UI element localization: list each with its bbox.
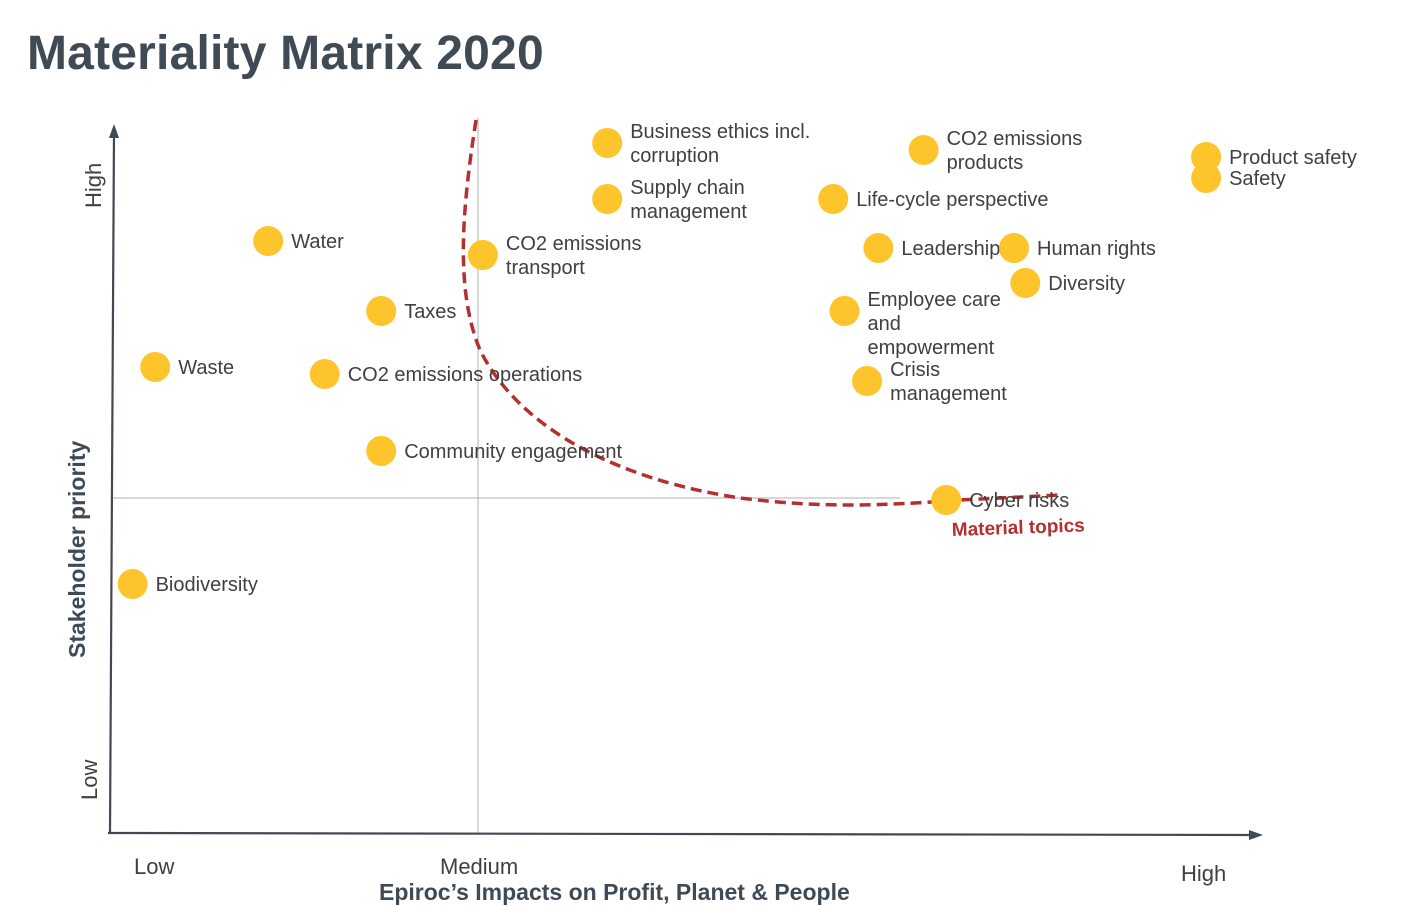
label-leadership: Leadership [901,238,1000,260]
point-biodiversity [117,569,148,599]
page-title: Materiality Matrix 2020 [27,27,544,80]
point-crisis-management [852,366,883,396]
label-business-ethics-incl-corruption: Business ethics incl. corruption [630,121,810,167]
label-crisis-management: Crisis management [890,359,1007,405]
point-diversity [1010,268,1041,298]
label-waste: Waste [178,357,234,379]
label-co2-emissions-operations: CO2 emissions operations [348,364,583,386]
material-topics-curve [461,119,1061,507]
x-tick-medium: Medium [440,854,518,879]
label-diversity: Diversity [1048,273,1125,295]
material-topics-label: Material topics [951,515,1085,541]
label-biodiversity: Biodiversity [156,574,258,596]
point-human-rights [999,233,1029,263]
point-co2-emissions-transport [467,240,498,270]
y-axis [108,131,116,835]
label-human-rights: Human rights [1037,238,1156,260]
x-axis-arrow [1249,830,1263,840]
label-life-cycle-perspective: Life-cycle perspective [856,189,1048,211]
point-taxes [366,296,397,326]
point-waste [140,352,171,382]
x-tick-low: Low [134,854,174,879]
x-axis [107,831,1255,837]
point-co2-emissions-operations [309,359,340,389]
point-supply-chain-management [592,184,623,214]
point-business-ethics-incl-corruption [592,128,623,158]
data-points-layer: Business ethics incl. corruption Supply ch… [117,121,1357,599]
label-community-engagement: Community engagement [404,441,622,463]
label-co2-emissions-transport: CO2 emissions transport [506,233,642,279]
point-co2-emissions-products [908,135,939,165]
y-tick-low: Low [77,760,102,800]
label-employee-care-and-empowerment: Employee care and empowerment [868,289,1001,359]
label-supply-chain-management: Supply chain management [630,177,747,223]
label-product-safety: Product safety [1229,147,1357,169]
x-axis-title: Epiroc’s Impacts on Profit, Planet & Peo… [379,879,850,905]
label-cyber-risks: Cyber risks [969,490,1069,512]
y-tick-high: High [81,163,106,208]
point-water [253,226,284,256]
x-tick-high: High [1181,861,1226,886]
label-taxes: Taxes [404,301,456,323]
point-life-cycle-perspective [818,184,849,214]
label-water: Water [291,231,344,253]
label-co2-emissions-products: CO2 emissions products [947,128,1083,174]
point-community-engagement [366,436,397,466]
point-safety [1191,163,1222,193]
point-employee-care-and-empowerment [829,296,860,326]
y-axis-arrow [109,124,119,138]
point-cyber-risks [931,485,962,515]
point-leadership [863,233,894,263]
label-safety: Safety [1229,168,1286,190]
point-product-safety [1191,142,1222,172]
y-axis-title: Stakeholder priority [64,441,90,658]
